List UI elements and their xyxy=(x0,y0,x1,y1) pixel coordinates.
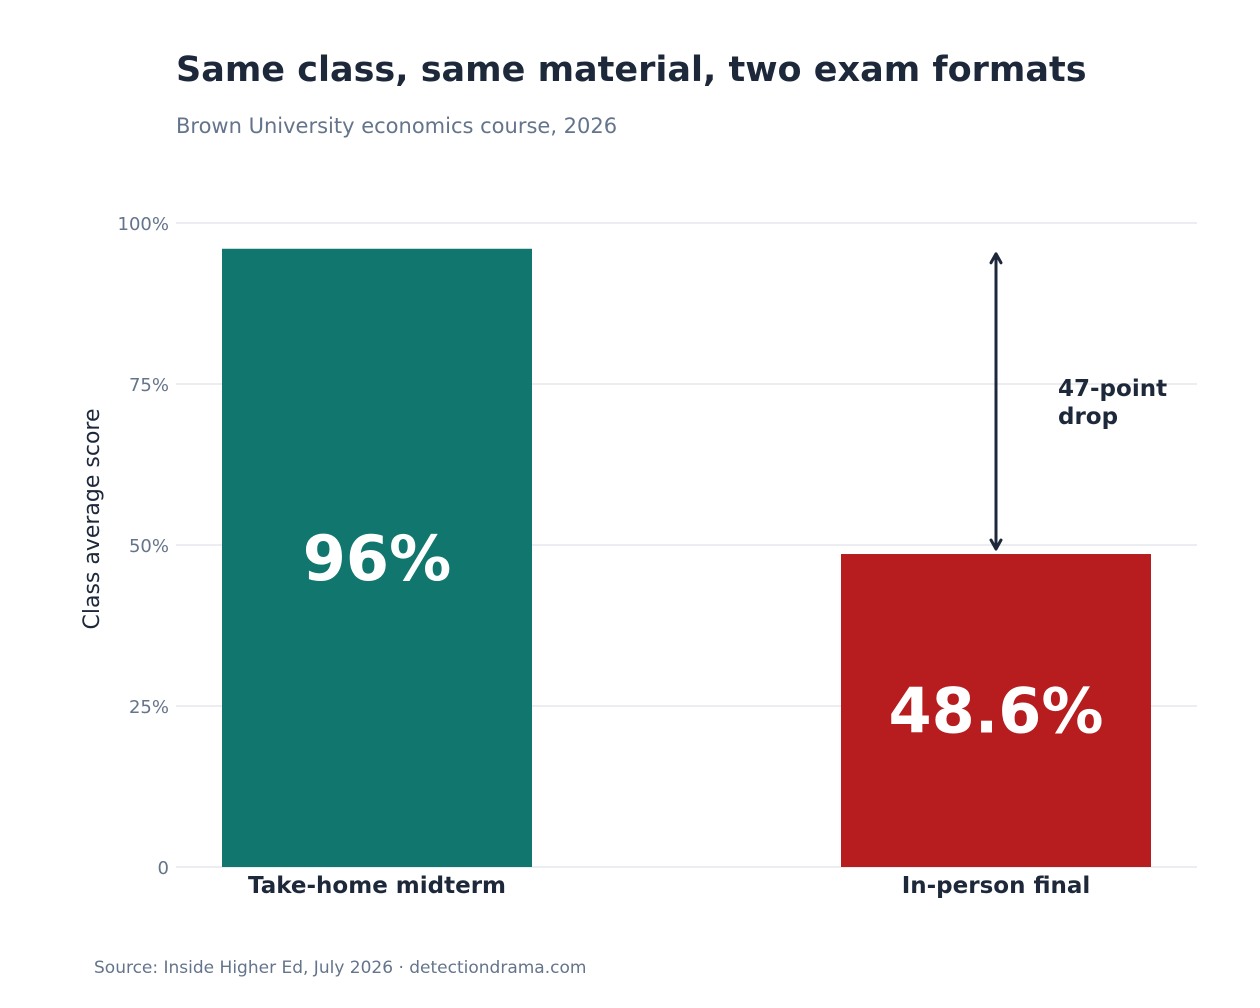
chart-subtitle: Brown University economics course, 2026 xyxy=(176,114,617,138)
chart-title: Same class, same material, two exam form… xyxy=(176,50,1087,90)
x-tick-label: In-person final xyxy=(902,873,1091,899)
y-tick-label: 0 xyxy=(158,858,169,879)
y-tick-label: 50% xyxy=(129,536,169,557)
bars xyxy=(222,248,1151,867)
drop-label-line1: 47-point xyxy=(1058,376,1167,402)
drop-annotation: 47-point drop xyxy=(989,252,1167,551)
bar xyxy=(841,554,1151,867)
drop-arrow-head-bottom xyxy=(989,538,1003,551)
y-tick-label: 75% xyxy=(129,375,169,396)
drop-arrow-head-top xyxy=(989,252,1003,265)
bar-value-label: 48.6% xyxy=(888,675,1103,748)
drop-label-line2: drop xyxy=(1058,404,1118,430)
y-tick-label: 100% xyxy=(118,214,169,235)
x-axis-ticks: Take-home midterm In-person final xyxy=(248,873,1090,899)
bar xyxy=(222,248,532,867)
y-tick-label: 25% xyxy=(129,697,169,718)
y-axis-ticks: 0 25% 50% 75% 100% xyxy=(118,214,169,879)
source-note: Source: Inside Higher Ed, July 2026 · de… xyxy=(94,958,586,978)
bar-value-label: 96% xyxy=(303,522,451,595)
x-tick-label: Take-home midterm xyxy=(248,873,506,899)
y-axis-label: Class average score xyxy=(80,408,105,629)
bar-value-labels: 96% 48.6% xyxy=(303,522,1104,748)
